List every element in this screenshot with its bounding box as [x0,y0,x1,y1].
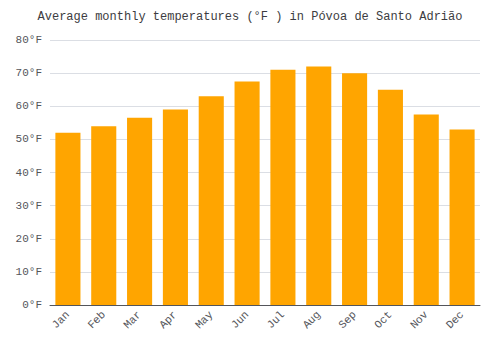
svg-text:50°F: 50°F [16,133,42,145]
svg-text:10°F: 10°F [16,266,42,278]
svg-text:Dec: Dec [444,309,466,331]
svg-text:Sep: Sep [336,309,358,331]
svg-text:Oct: Oct [372,309,394,331]
svg-text:30°F: 30°F [16,200,42,212]
svg-text:Nov: Nov [408,308,431,331]
svg-text:40°F: 40°F [16,167,42,179]
svg-text:70°F: 70°F [16,67,42,79]
svg-text:Mar: Mar [121,309,143,331]
svg-text:Jun: Jun [229,309,251,331]
svg-text:Aug: Aug [301,309,323,331]
svg-text:20°F: 20°F [16,233,42,245]
svg-text:Apr: Apr [157,309,179,331]
svg-text:60°F: 60°F [16,100,42,112]
svg-text:80°F: 80°F [16,34,42,46]
svg-text:May: May [193,308,216,331]
svg-text:Average monthly temperatures (: Average monthly temperatures (°F ) in Pó… [38,10,463,24]
svg-text:Jul: Jul [265,309,287,331]
svg-text:0°F: 0°F [22,299,42,311]
svg-text:Jan: Jan [50,309,72,331]
svg-text:Feb: Feb [86,309,108,331]
